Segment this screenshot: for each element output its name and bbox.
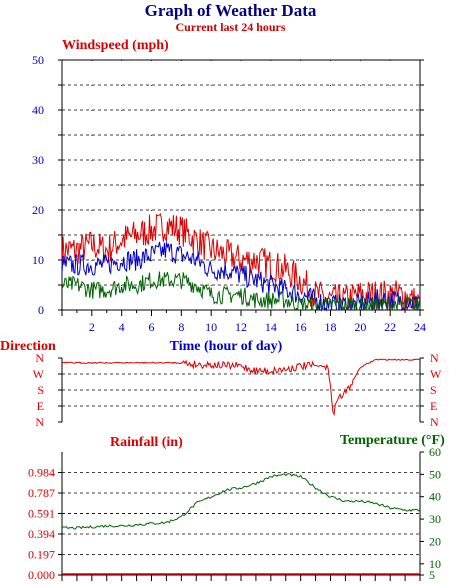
- temperature-tick-label: 5: [429, 568, 435, 582]
- page-title: Graph of Weather Data: [144, 1, 317, 20]
- hour-tick-label: 20: [354, 320, 366, 334]
- direction-tick-label-right: W: [430, 367, 442, 381]
- rainfall-axis-label: Rainfall (in): [110, 435, 183, 450]
- windspeed-series-line: [61, 212, 421, 312]
- rainfall-tick-label: 0.394: [28, 527, 55, 541]
- hour-tick-label: 8: [178, 320, 184, 334]
- temperature-tick-label: 40: [429, 490, 441, 504]
- time-axis-label: Time (hour of day): [170, 339, 283, 354]
- hour-tick-label: 12: [235, 320, 247, 334]
- direction-tick-label-left: N: [35, 415, 44, 429]
- hour-tick-label: 16: [295, 320, 307, 334]
- rainfall-tick-label: 0.984: [28, 466, 55, 480]
- hour-tick-label: 6: [149, 320, 155, 334]
- windspeed-tick-label: 40: [32, 103, 44, 117]
- windspeed-series-line: [61, 241, 421, 312]
- hour-tick-label: 22: [384, 320, 396, 334]
- temperature-axis-label: Temperature (°F): [340, 433, 445, 448]
- temperature-tick-label: 20: [429, 534, 441, 548]
- direction-tick-label-right: N: [430, 351, 439, 365]
- rainfall-tick-label: 0.000: [28, 568, 55, 582]
- direction-axis-label: Direction: [0, 339, 56, 354]
- direction-tick-label-right: N: [430, 415, 439, 429]
- rainfall-tick-label: 0.197: [28, 547, 55, 561]
- windspeed-axis-label: Windspeed (mph): [62, 38, 169, 53]
- temperature-tick-label: 10: [429, 557, 441, 571]
- hour-tick-label: 24: [414, 320, 426, 334]
- direction-tick-label-right: E: [430, 399, 437, 413]
- temperature-series-line: [61, 472, 421, 530]
- windspeed-tick-label: 50: [32, 53, 44, 67]
- windspeed-series-line: [61, 271, 421, 312]
- direction-tick-label-right: S: [430, 383, 437, 397]
- page-subtitle: Current last 24 hours: [175, 20, 286, 34]
- hour-tick-label: 18: [325, 320, 337, 334]
- direction-tick-label-left: S: [37, 383, 44, 397]
- windspeed-tick-label: 20: [32, 203, 44, 217]
- hour-tick-label: 14: [265, 320, 277, 334]
- direction-tick-label-left: E: [37, 399, 44, 413]
- windspeed-tick-label: 10: [32, 253, 44, 267]
- rainfall-tick-label: 0.787: [28, 486, 55, 500]
- direction-tick-label-left: W: [33, 367, 45, 381]
- windspeed-tick-label: 30: [32, 153, 44, 167]
- rainfall-tick-label: 0.591: [28, 506, 55, 520]
- direction-tick-label-left: N: [35, 351, 44, 365]
- temperature-tick-label: 60: [429, 445, 441, 459]
- temperature-tick-label: 50: [429, 467, 441, 481]
- hour-tick-label: 2: [89, 320, 95, 334]
- direction-series-line: [61, 358, 421, 417]
- windspeed-tick-label: 0: [38, 303, 44, 317]
- hour-tick-label: 10: [205, 320, 217, 334]
- hour-tick-label: 4: [119, 320, 125, 334]
- temperature-tick-label: 30: [429, 512, 441, 526]
